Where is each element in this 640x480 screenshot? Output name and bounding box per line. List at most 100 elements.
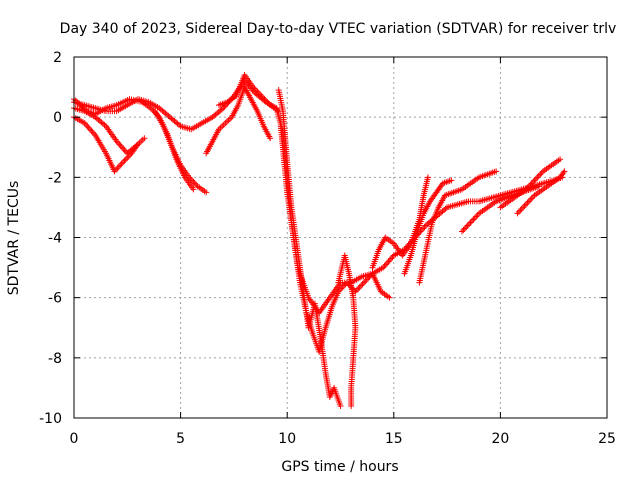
- data-point: [122, 156, 129, 163]
- data-point: [388, 255, 395, 262]
- data-point: [461, 225, 468, 232]
- data-point: [467, 219, 474, 226]
- data-point: [463, 223, 470, 230]
- data-point: [88, 127, 95, 134]
- data-point: [116, 141, 123, 148]
- data-point: [538, 169, 545, 176]
- data-point: [138, 138, 145, 145]
- x-tick-label: 0: [70, 431, 79, 447]
- data-point: [448, 177, 455, 184]
- data-point: [120, 145, 127, 152]
- data-point: [468, 217, 475, 224]
- data-point: [520, 204, 527, 211]
- series-arc-c: [71, 105, 148, 157]
- y-tick-label: -4: [48, 231, 62, 247]
- data-point: [220, 121, 227, 128]
- data-point: [537, 171, 544, 178]
- data-point: [531, 177, 538, 184]
- x-axis-label: GPS time / hours: [281, 459, 398, 475]
- data-point: [359, 281, 366, 288]
- data-point: [382, 261, 389, 268]
- data-point: [532, 175, 539, 182]
- data-point: [120, 159, 127, 166]
- series-arc-h: [275, 87, 344, 409]
- data-point: [470, 216, 477, 223]
- data-point: [464, 222, 471, 229]
- y-tick-label: 2: [53, 50, 62, 66]
- data-point: [118, 160, 125, 167]
- data-point: [521, 202, 528, 209]
- data-point: [225, 117, 232, 124]
- data-point: [117, 142, 124, 149]
- data-point: [473, 213, 480, 220]
- data-point: [535, 183, 542, 190]
- data-point: [114, 165, 121, 172]
- data-point: [525, 198, 532, 205]
- y-tick-label: 0: [53, 110, 62, 126]
- data-point: [341, 282, 348, 289]
- data-point: [386, 294, 393, 301]
- y-tick-label: -8: [48, 351, 62, 367]
- data-point: [190, 186, 197, 193]
- data-point: [517, 207, 524, 214]
- data-point: [89, 129, 96, 136]
- data-point: [524, 199, 531, 206]
- data-point: [84, 123, 91, 130]
- series-arc-k: [369, 174, 431, 271]
- data-point: [86, 126, 93, 133]
- x-tick-label: 25: [598, 431, 616, 447]
- data-point: [493, 168, 500, 175]
- series-arc-d: [71, 96, 197, 193]
- data-point: [360, 279, 367, 286]
- data-point: [518, 205, 525, 212]
- data-series: [71, 72, 568, 409]
- data-point: [223, 118, 230, 125]
- data-point: [355, 285, 362, 292]
- data-point: [515, 208, 522, 215]
- series-arc-a: [71, 78, 566, 316]
- data-point: [348, 402, 355, 409]
- data-point: [474, 211, 481, 218]
- y-axis-ticks: -10 -8 -6 -4 -2 0 2: [39, 50, 607, 427]
- y-tick-label: -2: [48, 170, 62, 186]
- series-arc-f: [203, 84, 274, 157]
- data-point: [522, 201, 529, 208]
- data-point: [527, 196, 534, 203]
- series-arc-m: [416, 168, 500, 286]
- series-arc-j: [335, 252, 359, 409]
- data-point: [136, 139, 143, 146]
- grid-lines: [74, 57, 607, 418]
- data-point: [420, 225, 427, 232]
- series-arc-i: [277, 123, 393, 355]
- data-point: [118, 144, 125, 151]
- data-point: [561, 168, 568, 175]
- x-tick-label: 15: [385, 431, 403, 447]
- series-arc-o: [497, 156, 564, 211]
- data-point: [356, 284, 363, 291]
- data-point: [460, 226, 467, 233]
- data-point: [514, 210, 521, 217]
- data-point: [141, 135, 148, 142]
- data-point: [471, 214, 478, 221]
- data-point: [115, 163, 122, 170]
- x-tick-label: 5: [176, 431, 185, 447]
- data-point: [528, 195, 535, 202]
- data-point: [222, 120, 229, 127]
- data-point: [421, 223, 428, 230]
- data-point: [139, 136, 146, 143]
- data-point: [121, 157, 128, 164]
- chart-title: Day 340 of 2023, Sidereal Day-to-day VTE…: [60, 21, 617, 37]
- data-point: [337, 402, 344, 409]
- x-tick-label: 10: [278, 431, 296, 447]
- data-point: [117, 162, 124, 169]
- series-arc-g: [215, 72, 282, 115]
- series-arc-b: [71, 114, 141, 175]
- y-axis-label: SDTVAR / TECUs: [6, 181, 22, 296]
- data-point: [219, 123, 226, 130]
- data-point: [535, 172, 542, 179]
- data-point: [358, 282, 365, 289]
- data-point: [353, 287, 360, 294]
- data-point: [557, 156, 564, 163]
- data-point: [384, 260, 391, 267]
